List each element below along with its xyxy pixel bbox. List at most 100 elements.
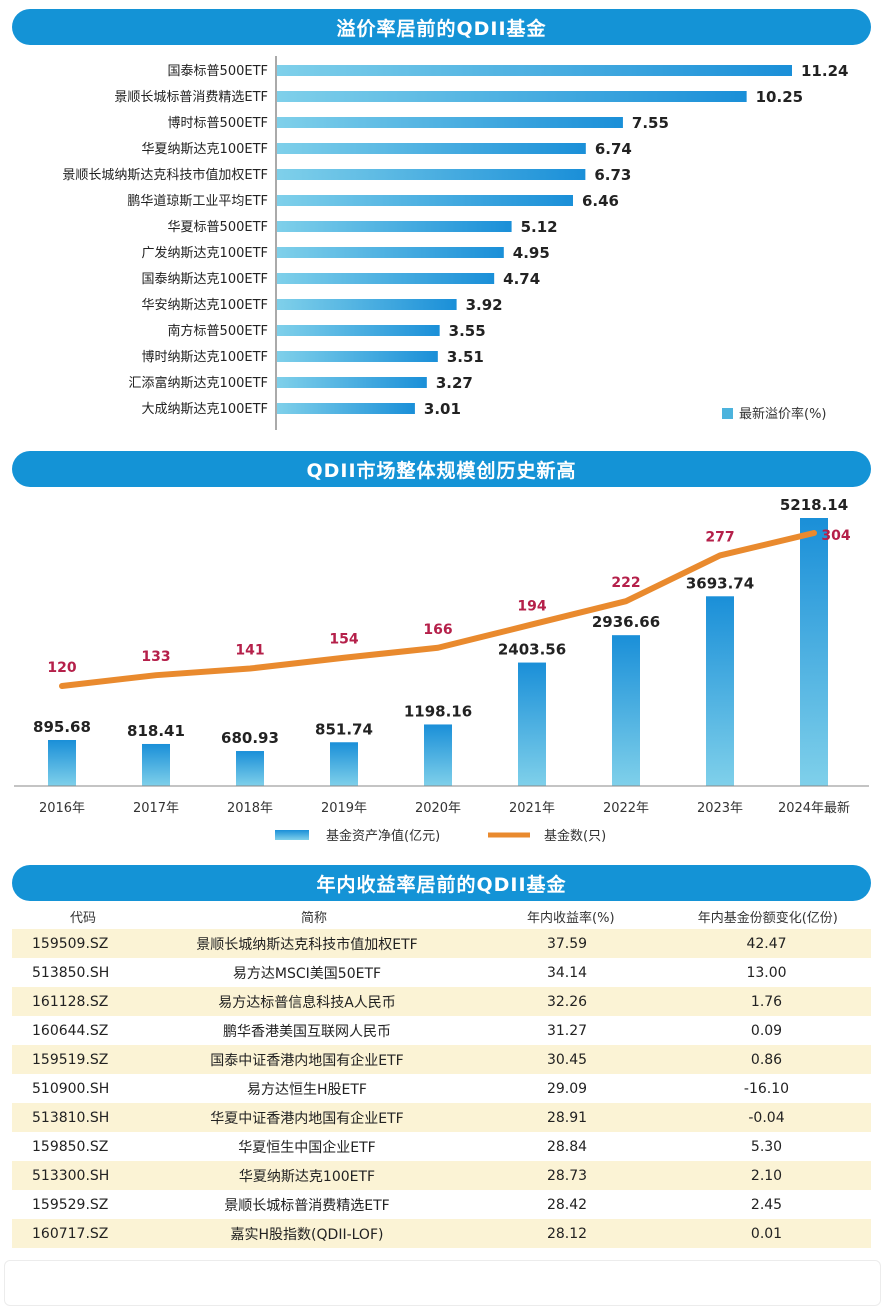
bar (277, 117, 623, 128)
category-label: 博时标普500ETF (168, 116, 268, 131)
x-tick-label: 2018年 (227, 801, 273, 816)
bar (142, 743, 170, 786)
cell-return: 34.14 (546, 964, 588, 981)
table-row: 510900.SH 易方达恒生H股ETF 29.09 -16.10 (12, 1074, 871, 1103)
premium-bar-chart: 国泰标普500ETF 11.24 景顺长城标普消费精选ETF 10.25 博时标普500… (62, 56, 848, 430)
cell-name: 景顺长城标普消费精选ETF (224, 1197, 390, 1214)
bar-value-label: 1198.16 (404, 702, 472, 720)
cell-share-change: 1.76 (750, 993, 783, 1010)
value-label: 6.46 (582, 192, 619, 210)
cell-name: 嘉实H股指数(QDII-LOF) (230, 1226, 384, 1243)
x-tick-label: 2021年 (509, 801, 555, 816)
cell-share-change: 2.10 (750, 1167, 783, 1184)
legend-label: 最新溢价率(%) (739, 406, 827, 422)
category-label: 景顺长城纳斯达克科技市值加权ETF (62, 167, 268, 183)
line-value-label: 154 (329, 632, 358, 648)
bar (236, 751, 264, 786)
cell-code: 513850.SH (32, 964, 110, 981)
scale-section-title: QDII市场整体规模创历史新高 (12, 451, 871, 487)
table-header: 代码 简称 年内收益率(%) 年内基金份额变化(亿份) (12, 903, 871, 929)
bar (518, 662, 546, 786)
header-share-change: 年内基金份额变化(亿份) (697, 910, 838, 926)
return-section-title: 年内收益率居前的QDII基金 (12, 865, 871, 901)
header-code: 代码 (70, 910, 97, 926)
bar (277, 221, 512, 232)
cell-return: 28.84 (546, 1138, 588, 1155)
bar (277, 195, 573, 206)
value-label: 5.12 (521, 218, 558, 236)
table-row: 159509.SZ 景顺长城纳斯达克科技市值加权ETF 37.59 42.47 (12, 929, 871, 958)
line-value-label: 304 (821, 528, 850, 544)
x-tick-label: 2024年最新 (778, 800, 850, 816)
return-table: 代码 简称 年内收益率(%) 年内基金份额变化(亿份) 159509.SZ 景顺长… (12, 903, 871, 1248)
cell-share-change: 13.00 (746, 964, 787, 981)
cell-name: 鹏华香港美国互联网人民币 (223, 1023, 391, 1040)
table-row: 513850.SH 易方达MSCI美国50ETF 34.14 13.00 (12, 958, 871, 987)
table-row: 159519.SZ 国泰中证香港内地国有企业ETF 30.45 0.86 (12, 1045, 871, 1074)
category-label: 大成纳斯达克100ETF (142, 402, 268, 417)
legend-swatch (722, 408, 733, 419)
bar (277, 273, 495, 284)
cell-share-change: 2.45 (750, 1196, 783, 1213)
value-label: 3.55 (449, 322, 486, 340)
cell-share-change: 42.47 (746, 935, 787, 952)
cell-code: 159850.SZ (32, 1138, 109, 1155)
line-value-label: 133 (141, 649, 170, 665)
cell-return: 28.73 (546, 1167, 588, 1184)
legend-bar-label: 基金资产净值(亿元) (326, 828, 440, 844)
cell-name: 易方达标普信息科技A人民币 (218, 994, 396, 1011)
bar-value-label: 2403.56 (498, 641, 566, 659)
bar (424, 724, 452, 786)
x-tick-label: 2019年 (321, 801, 367, 816)
value-label: 3.51 (447, 348, 484, 366)
bar (277, 247, 504, 258)
bar (800, 518, 828, 786)
value-label: 4.95 (513, 244, 550, 262)
cell-name: 易方达MSCI美国50ETF (232, 965, 382, 982)
category-label: 鹏华道琼斯工业平均ETF (127, 194, 268, 209)
bar (612, 635, 640, 786)
value-label: 3.01 (424, 400, 461, 418)
bar (706, 596, 734, 786)
cell-return: 28.42 (546, 1196, 588, 1213)
cell-name: 华夏纳斯达克100ETF (238, 1168, 376, 1185)
table-row: 159529.SZ 景顺长城标普消费精选ETF 28.42 2.45 (12, 1190, 871, 1219)
cell-name: 景顺长城纳斯达克科技市值加权ETF (196, 936, 418, 953)
value-label: 3.92 (466, 296, 503, 314)
value-label: 3.27 (436, 374, 473, 392)
category-label: 华安纳斯达克100ETF (142, 298, 268, 313)
cell-share-change: 0.01 (750, 1225, 783, 1242)
category-label: 景顺长城标普消费精选ETF (114, 90, 268, 105)
cell-code: 159519.SZ (32, 1051, 109, 1068)
scale-chart-panel: 895.68 818.41 680.93 851.74 1198.16 2403.56 29… (0, 490, 883, 858)
category-label: 广发纳斯达克100ETF (142, 245, 268, 261)
bar-value-label: 5218.14 (780, 496, 848, 514)
bar-value-label: 818.41 (127, 722, 185, 740)
line-value-label: 166 (423, 622, 452, 638)
cell-code: 510900.SH (32, 1080, 110, 1097)
category-label: 国泰标普500ETF (168, 64, 268, 79)
cell-return: 37.59 (546, 935, 588, 952)
bar (277, 169, 586, 180)
cell-share-change: 0.86 (750, 1051, 783, 1068)
legend-bar-swatch (275, 830, 309, 840)
table-body: 159509.SZ 景顺长城纳斯达克科技市值加权ETF 37.59 42.47 5138… (12, 929, 871, 1248)
category-label: 汇添富纳斯达克100ETF (129, 375, 268, 391)
cell-name: 易方达恒生H股ETF (247, 1081, 367, 1098)
line-value-label: 277 (705, 529, 734, 545)
bar (277, 377, 427, 388)
category-label: 博时纳斯达克100ETF (142, 350, 268, 365)
cell-name: 华夏中证香港内地国有企业ETF (210, 1110, 404, 1127)
category-label: 华夏标普500ETF (168, 220, 268, 235)
cell-return: 31.27 (546, 1022, 588, 1039)
cell-share-change: -0.04 (748, 1109, 785, 1126)
cell-code: 159529.SZ (32, 1196, 109, 1213)
bar (277, 351, 438, 362)
footer-card (4, 1260, 881, 1306)
table-row: 513810.SH 华夏中证香港内地国有企业ETF 28.91 -0.04 (12, 1103, 871, 1132)
bar (48, 739, 76, 786)
x-tick-label: 2023年 (697, 801, 743, 816)
scale-combo-chart: 895.68 818.41 680.93 851.74 1198.16 2403.56 29… (14, 496, 869, 844)
cell-share-change: 5.30 (750, 1138, 783, 1155)
cell-name: 国泰中证香港内地国有企业ETF (210, 1052, 404, 1069)
